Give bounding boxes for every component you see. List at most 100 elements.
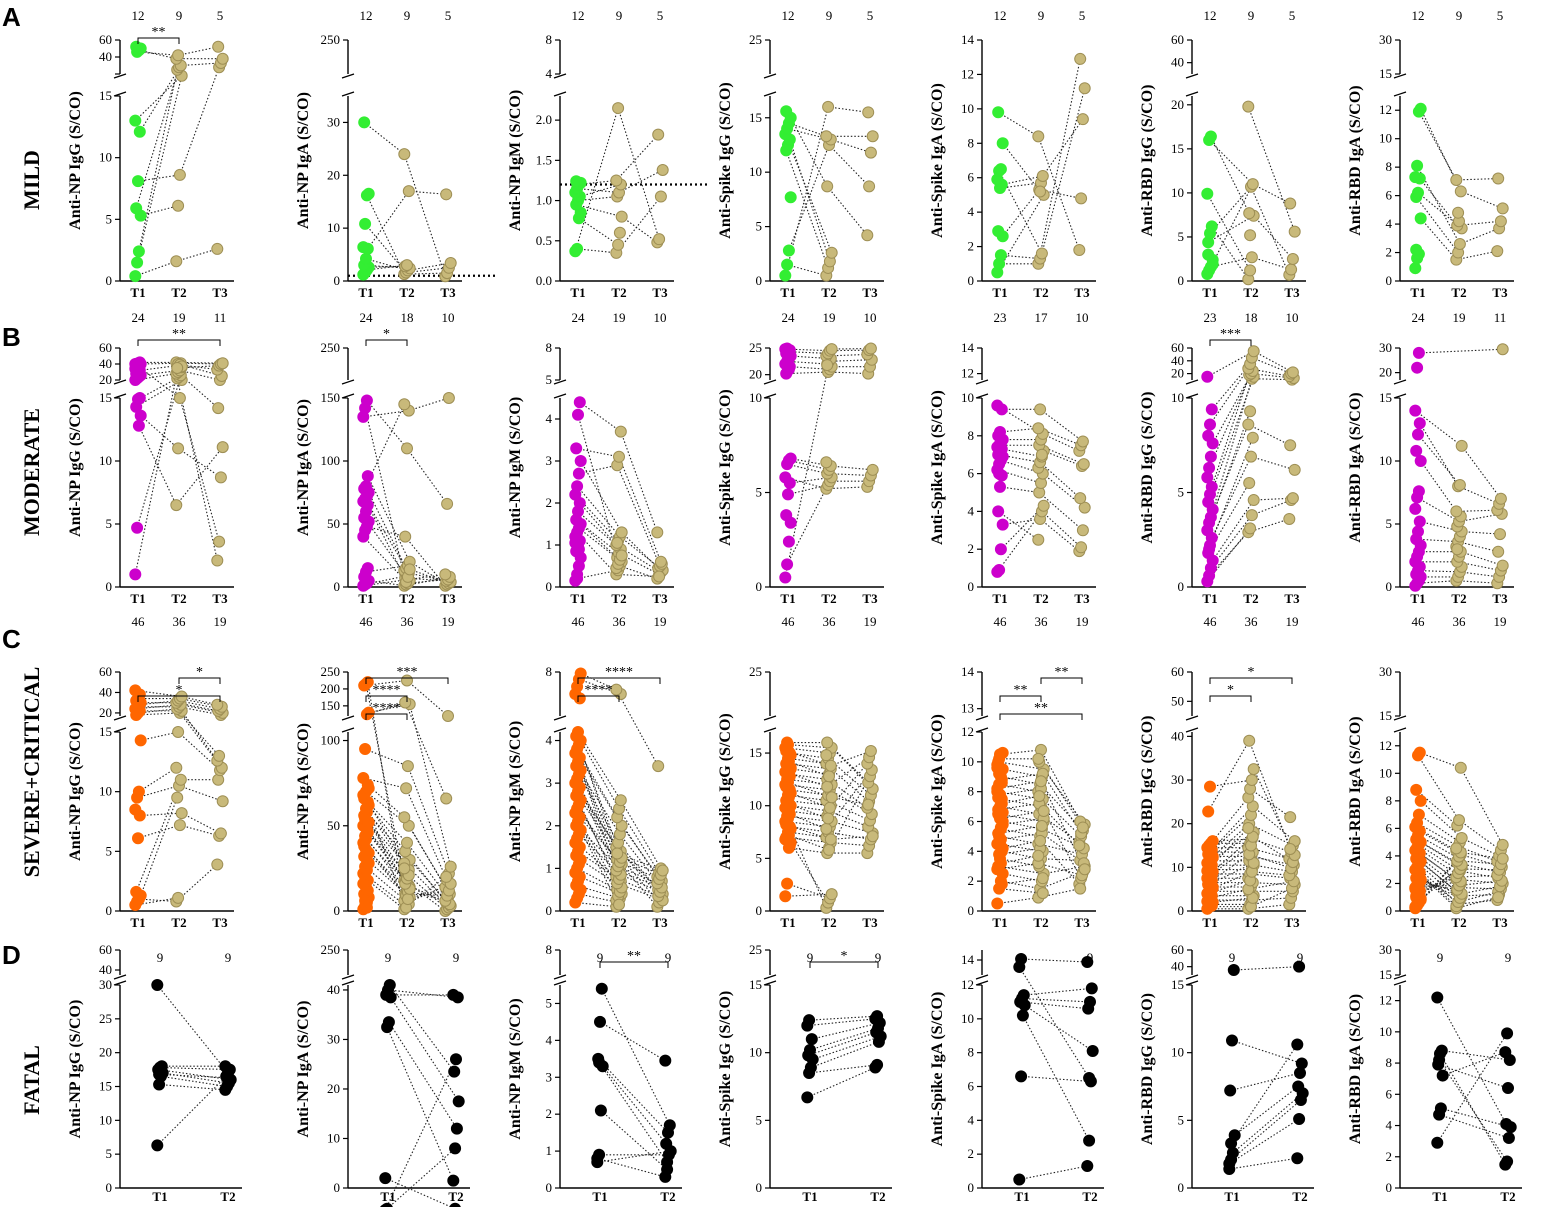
x-tick-label: T3: [440, 915, 456, 930]
group-count: 19: [173, 310, 186, 325]
data-point: [1412, 485, 1425, 498]
data-point: [1202, 805, 1215, 818]
group-count: 19: [613, 310, 626, 325]
x-tick-label: T1: [570, 591, 585, 606]
group-count: 46: [132, 614, 146, 629]
data-point: [1076, 524, 1089, 537]
paired-link: [1232, 1092, 1304, 1154]
paired-link: [1230, 1072, 1301, 1092]
y-axis-label: Anti-RBD IgG (S/CO): [1139, 391, 1156, 543]
axis-break-mark: [1393, 379, 1407, 385]
data-point: [1083, 1072, 1096, 1085]
data-point: [1436, 1069, 1449, 1082]
significance-bracket: [137, 339, 221, 346]
data-point: [1247, 494, 1260, 507]
axis-break-mark: [553, 393, 567, 399]
paired-link: [787, 794, 827, 801]
data-point: [782, 782, 795, 795]
paired-link: [830, 465, 873, 471]
data-point: [361, 676, 374, 689]
y-tick-label: 250: [321, 340, 341, 355]
paired-link: [785, 893, 832, 897]
x-tick-label: T1: [780, 591, 795, 606]
group-count: 46: [1412, 614, 1426, 629]
y-tick-label: 10: [1379, 453, 1392, 468]
y-tick-label: 15: [1171, 141, 1184, 156]
paired-link: [1253, 215, 1294, 260]
x-tick-label: T2: [1243, 285, 1258, 300]
significance-bracket: [809, 961, 879, 968]
paired-link: [1420, 800, 1463, 839]
y-tick-label: 10: [1379, 131, 1392, 146]
data-point: [570, 442, 583, 455]
paired-link: [599, 1021, 666, 1062]
data-point: [1434, 1102, 1447, 1115]
data-point: [359, 217, 372, 230]
paired-link: [1211, 853, 1250, 881]
data-point: [1286, 366, 1299, 379]
paired-link: [601, 988, 671, 1126]
significance-label: *: [1227, 683, 1234, 698]
y-tick-label: 0: [546, 1180, 553, 1195]
data-point: [1037, 805, 1050, 818]
paired-link: [1461, 445, 1502, 500]
data-point: [654, 555, 667, 568]
group-count: 19: [654, 614, 667, 629]
data-point: [780, 105, 793, 118]
data-point: [444, 860, 457, 873]
y-tick-label: 0: [968, 579, 975, 594]
data-point: [1409, 171, 1422, 184]
y-axis-label: Anti-NP IgM (S/CO): [507, 721, 524, 862]
data-point: [399, 530, 412, 543]
significance-label: ***: [397, 665, 418, 680]
y-tick-label: 4: [546, 1032, 553, 1047]
data-point: [1494, 492, 1507, 505]
data-point: [132, 245, 145, 258]
x-tick-label: T2: [171, 591, 186, 606]
x-tick-label: T2: [1243, 591, 1258, 606]
paired-link: [1461, 885, 1501, 895]
data-point: [1295, 1057, 1308, 1070]
data-point: [132, 785, 145, 798]
y-tick-label: 4: [546, 733, 553, 748]
y-tick-label: 60: [99, 664, 112, 679]
paired-link: [175, 864, 218, 902]
data-point: [820, 456, 833, 469]
y-tick-label: 12: [961, 977, 974, 992]
y-axis-label: Anti-RBD IgA (S/CO): [1347, 716, 1364, 866]
paired-link: [829, 789, 873, 815]
significance-bracket: [1040, 677, 1083, 684]
paired-link: [827, 757, 872, 796]
data-point: [212, 40, 225, 53]
axis-break-mark: [1393, 715, 1407, 721]
paired-link: [1420, 218, 1457, 261]
x-tick-label: T1: [1202, 915, 1217, 930]
y-tick-label: 15: [749, 110, 762, 125]
paired-link: [787, 744, 832, 749]
y-tick-label: 60: [99, 32, 112, 47]
data-point: [781, 803, 794, 816]
significance-label: **: [1055, 665, 1069, 680]
axis-break-mark: [341, 727, 355, 733]
paired-link: [176, 378, 218, 561]
significance-bracket: [577, 695, 620, 702]
paired-link: [408, 190, 447, 195]
data-point: [825, 246, 838, 259]
data-point: [361, 562, 374, 575]
data-point: [1244, 405, 1257, 418]
group-count: 9: [1229, 950, 1236, 965]
paired-link: [579, 183, 621, 198]
data-point: [1284, 439, 1297, 452]
data-point: [132, 361, 145, 374]
group-count: 12: [994, 8, 1007, 23]
x-tick-label: T2: [821, 915, 836, 930]
data-point: [824, 833, 837, 846]
data-point: [1502, 1132, 1515, 1145]
data-point: [866, 830, 879, 843]
y-tick-label: 150: [321, 390, 341, 405]
data-point: [1413, 515, 1426, 528]
data-point: [782, 535, 795, 548]
paired-link: [363, 410, 409, 418]
y-tick-label: 1.0: [536, 193, 552, 208]
